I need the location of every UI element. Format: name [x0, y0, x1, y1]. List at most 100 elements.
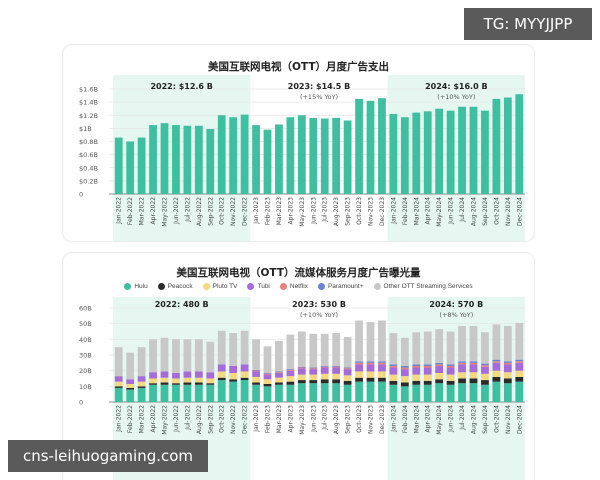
bar-segment — [160, 371, 169, 378]
x-tick-label: Sep-2022 — [207, 405, 214, 434]
bar-segment — [160, 377, 169, 383]
x-tick-label: Dec-2024 — [516, 197, 523, 226]
bar-segment — [423, 331, 432, 365]
bar-segment — [469, 364, 478, 373]
bar — [446, 110, 455, 194]
ad-spend-chart-title: 美国互联网电视（OTT）月度广告支出 — [208, 61, 389, 73]
bar — [297, 115, 306, 194]
bar-segment — [389, 367, 398, 375]
bar-segment — [469, 361, 478, 363]
bar-segment — [503, 361, 512, 363]
bar-segment — [217, 330, 226, 365]
bar-segment — [217, 380, 226, 402]
bar-segment — [412, 365, 421, 368]
bar-segment — [446, 384, 455, 402]
bar-segment — [492, 362, 501, 371]
bar-segment — [240, 330, 249, 365]
hulu-swatch-icon — [124, 283, 132, 290]
year-total-label: 2023: 530 B — [292, 300, 346, 309]
bar-segment — [481, 365, 489, 367]
bar — [206, 129, 215, 194]
bar-segment — [458, 364, 466, 373]
bar-segment — [435, 329, 444, 363]
bar-segment — [309, 383, 318, 402]
bar-segment — [332, 379, 341, 384]
bar-segment — [446, 364, 455, 366]
x-tick-label: Nov-2022 — [230, 405, 237, 434]
bar-segment — [297, 331, 306, 367]
bar-segment — [378, 377, 386, 382]
bar — [515, 94, 524, 194]
y-tick-label: $0.8B — [79, 138, 98, 146]
bar-segment — [481, 332, 489, 364]
bar-segment — [400, 337, 409, 366]
bar-segment — [412, 384, 421, 402]
x-tick-label: Jan-2023 — [253, 405, 260, 433]
legend-item-tubi: Tubi — [247, 283, 270, 290]
bar-segment — [378, 361, 386, 363]
bar-segment — [366, 377, 375, 382]
bar-segment — [183, 382, 192, 385]
bar-segment — [481, 373, 489, 381]
x-tick-label: Jan-2024 — [390, 405, 397, 433]
impressions-chart-title: 美国互联网电视（OTT）流媒体服务月度广告曝光量 — [176, 267, 421, 279]
bar-segment — [412, 367, 421, 375]
bar-segment — [263, 373, 272, 374]
x-tick-label: Dec-2024 — [516, 405, 523, 434]
bar-segment — [126, 383, 135, 388]
bar-segment — [378, 371, 386, 378]
bar-segment — [435, 365, 444, 374]
bar-segment — [332, 366, 341, 368]
bar-segment — [286, 376, 295, 382]
bar-segment — [286, 334, 295, 370]
bar-segment — [240, 364, 249, 372]
bar-segment — [503, 326, 512, 362]
bar-segment — [481, 363, 489, 366]
y-tick-label: $0.2B — [79, 177, 98, 185]
paramount-swatch-icon — [317, 283, 325, 290]
bar-segment — [172, 378, 180, 384]
bar-segment — [412, 332, 421, 365]
y-tick-label: 20B — [79, 367, 92, 375]
x-tick-label: Mar-2024 — [413, 197, 420, 226]
x-tick-label: Apr-2022 — [150, 405, 157, 433]
bar-segment — [355, 320, 363, 362]
x-tick-label: Jul-2024 — [459, 405, 466, 431]
bar-segment — [263, 346, 272, 374]
bar-segment — [389, 364, 398, 366]
bar-segment — [320, 333, 329, 366]
bar — [435, 108, 444, 194]
bar-segment — [240, 377, 249, 381]
x-tick-label: Jun-2022 — [173, 197, 180, 225]
bar-segment — [229, 373, 238, 380]
bar-segment — [378, 364, 386, 372]
bar — [412, 112, 421, 194]
bar-segment — [492, 359, 501, 362]
x-tick-label: Jun-2023 — [310, 405, 317, 433]
bar-segment — [114, 387, 123, 402]
bar — [137, 137, 146, 194]
bar-segment — [320, 373, 329, 380]
bar-segment — [423, 364, 432, 366]
y-tick-label: 40B — [79, 336, 92, 344]
bar-segment — [320, 379, 329, 384]
peacock-swatch-icon — [157, 283, 165, 290]
bar-segment — [240, 371, 249, 378]
bar-segment — [366, 371, 375, 378]
bar-segment — [126, 379, 135, 384]
bar-segment — [309, 368, 318, 370]
x-tick-label: Jan-2022 — [116, 405, 123, 433]
bar-segment — [492, 381, 501, 402]
x-tick-label: May-2022 — [162, 197, 169, 227]
bar-segment — [400, 365, 409, 368]
x-tick-label: May-2022 — [162, 405, 169, 435]
bar-segment — [183, 339, 192, 372]
x-tick-label: Nov-2024 — [505, 197, 512, 226]
bar-segment — [378, 320, 386, 362]
bar-segment — [435, 379, 444, 384]
y-tick-label: $1B — [79, 125, 92, 133]
bar-segment — [252, 384, 260, 402]
bar-segment — [458, 383, 466, 402]
x-tick-label: Dec-2023 — [379, 197, 386, 226]
bar-segment — [263, 386, 272, 402]
